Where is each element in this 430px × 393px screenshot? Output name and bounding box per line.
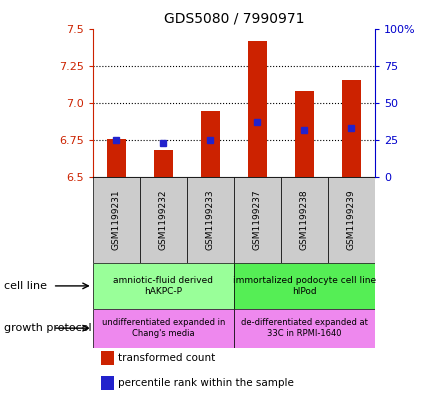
- Text: GSM1199232: GSM1199232: [158, 190, 167, 250]
- Bar: [280, 177, 327, 263]
- Bar: [92, 263, 233, 309]
- Text: GDS5080 / 7990971: GDS5080 / 7990971: [163, 11, 303, 26]
- Bar: [200, 110, 219, 177]
- Text: GSM1199237: GSM1199237: [252, 190, 261, 250]
- Bar: [107, 139, 125, 177]
- Bar: [233, 177, 280, 263]
- Bar: [101, 376, 114, 390]
- Text: immortalized podocyte cell line
hIPod: immortalized podocyte cell line hIPod: [232, 276, 375, 296]
- Bar: [233, 309, 374, 348]
- Text: undifferentiated expanded in
Chang's media: undifferentiated expanded in Chang's med…: [101, 318, 224, 338]
- Text: amniotic-fluid derived
hAKPC-P: amniotic-fluid derived hAKPC-P: [113, 276, 213, 296]
- Text: percentile rank within the sample: percentile rank within the sample: [118, 378, 293, 388]
- Bar: [233, 263, 374, 309]
- Text: cell line: cell line: [4, 281, 47, 291]
- Bar: [101, 351, 114, 365]
- Text: de-differentiated expanded at
33C in RPMI-1640: de-differentiated expanded at 33C in RPM…: [240, 318, 367, 338]
- Bar: [92, 309, 233, 348]
- Bar: [154, 151, 172, 177]
- Text: GSM1199231: GSM1199231: [111, 190, 120, 250]
- Bar: [92, 177, 139, 263]
- Bar: [186, 177, 233, 263]
- Bar: [139, 177, 186, 263]
- Text: transformed count: transformed count: [118, 353, 215, 363]
- Text: GSM1199238: GSM1199238: [299, 190, 308, 250]
- Bar: [327, 177, 374, 263]
- Text: growth protocol: growth protocol: [4, 323, 92, 333]
- Bar: [247, 41, 266, 177]
- Bar: [294, 91, 313, 177]
- Bar: [341, 79, 360, 177]
- Text: GSM1199233: GSM1199233: [205, 190, 214, 250]
- Text: GSM1199239: GSM1199239: [346, 190, 355, 250]
